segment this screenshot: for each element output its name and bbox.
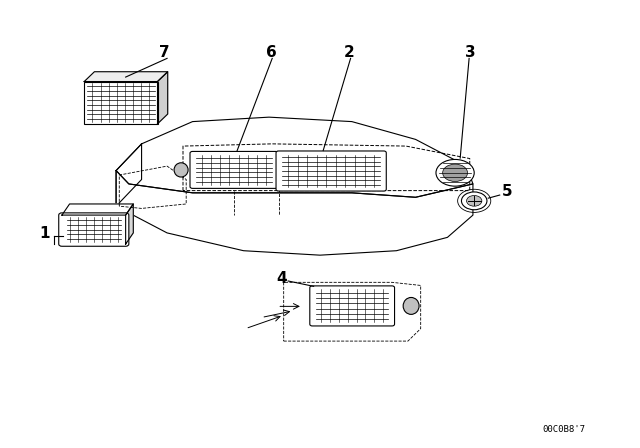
Text: 00C0B8'7: 00C0B8'7 xyxy=(542,425,585,434)
Circle shape xyxy=(436,159,474,186)
FancyBboxPatch shape xyxy=(276,151,387,191)
Text: 1: 1 xyxy=(40,226,50,241)
FancyBboxPatch shape xyxy=(59,213,129,246)
Polygon shape xyxy=(157,72,168,124)
Text: 2: 2 xyxy=(344,45,355,60)
FancyBboxPatch shape xyxy=(310,286,394,326)
Polygon shape xyxy=(125,204,133,244)
Text: 4: 4 xyxy=(276,271,287,286)
FancyBboxPatch shape xyxy=(190,151,278,188)
Text: 3: 3 xyxy=(465,45,476,60)
Text: 5: 5 xyxy=(502,185,513,199)
Text: 7: 7 xyxy=(159,45,170,60)
Ellipse shape xyxy=(174,163,188,177)
Circle shape xyxy=(443,164,467,181)
Polygon shape xyxy=(84,72,168,82)
Circle shape xyxy=(467,195,482,206)
Polygon shape xyxy=(116,117,473,197)
Circle shape xyxy=(461,192,487,210)
Polygon shape xyxy=(116,144,141,206)
Polygon shape xyxy=(284,282,420,341)
Polygon shape xyxy=(62,204,133,215)
Ellipse shape xyxy=(403,297,419,314)
Text: 6: 6 xyxy=(266,45,276,60)
Bar xyxy=(84,82,157,124)
Polygon shape xyxy=(116,171,473,255)
